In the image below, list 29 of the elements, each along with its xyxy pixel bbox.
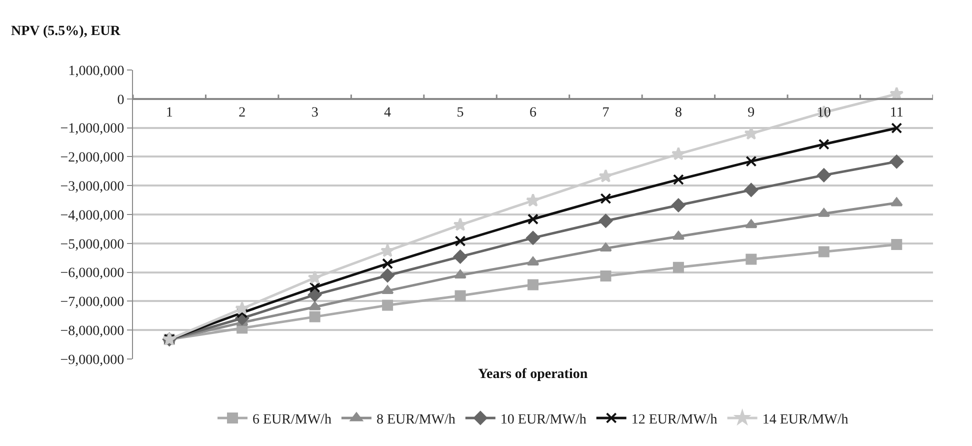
- legend-label: 12 EUR/MW/h: [631, 412, 718, 428]
- y-tick-label: −8,000,000: [60, 324, 124, 339]
- x-tick-label: 11: [890, 106, 904, 121]
- y-tick-label: 1,000,000: [68, 64, 124, 79]
- x-axis-title: Years of operation: [478, 367, 588, 382]
- legend-label: 14 EUR/MW/h: [762, 412, 848, 428]
- y-tick-label: −9,000,000: [60, 352, 124, 368]
- x-tick-label: 6: [530, 106, 536, 121]
- y-tick-label: −5,000,000: [60, 237, 124, 252]
- legend-label: 6 EUR/MW/h: [252, 412, 332, 428]
- y-axis-title: NPV (5.5%), EUR: [11, 24, 122, 39]
- y-tick-label: 0: [117, 92, 124, 108]
- x-tick-label: 1: [166, 106, 173, 121]
- x-tick-label: 4: [384, 106, 392, 121]
- x-tick-label: 9: [748, 106, 755, 121]
- legend-label: 10 EUR/MW/h: [500, 412, 586, 428]
- x-tick-label: 3: [311, 106, 318, 121]
- y-tick-label: −2,000,000: [60, 150, 124, 166]
- legend-label: 8 EUR/MW/h: [376, 412, 456, 428]
- x-tick-label: 10: [816, 106, 831, 121]
- y-tick-label: −4,000,000: [60, 208, 124, 224]
- y-tick-label: −6,000,000: [60, 266, 124, 282]
- x-tick-label: 8: [674, 106, 682, 121]
- x-tick-label: 2: [238, 106, 246, 121]
- x-tick-label: 7: [602, 106, 610, 121]
- x-tick-label: 5: [456, 106, 464, 121]
- y-tick-label: −7,000,000: [60, 295, 124, 310]
- y-tick-label: −3,000,000: [60, 180, 124, 194]
- y-tick-label: −1,000,000: [60, 122, 124, 137]
